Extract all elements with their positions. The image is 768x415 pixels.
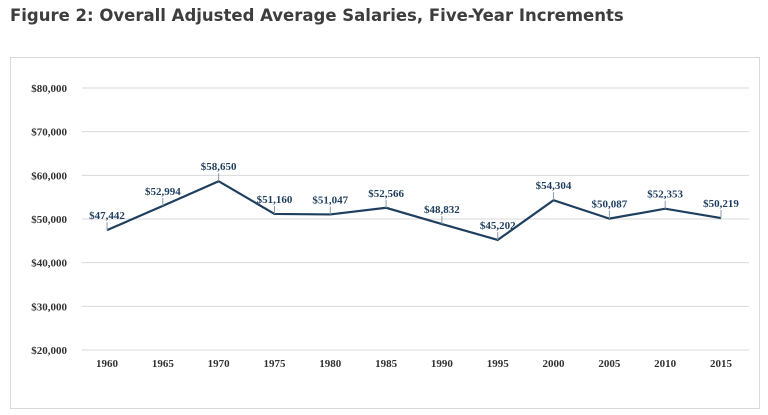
x-tick-label: 1990 [431, 358, 454, 370]
y-tick-label: $80,000 [31, 83, 67, 95]
line-chart: $80,000 $70,000 $60,000 $50,000 $40,000 $30,0… [31, 83, 749, 370]
y-tick-label: $50,000 [31, 214, 67, 226]
y-tick-label: $30,000 [31, 301, 67, 313]
data-label: $45,202 [480, 220, 516, 232]
data-label: $52,994 [145, 186, 181, 198]
data-label: $51,160 [257, 194, 293, 206]
x-tick-label: 2010 [654, 358, 677, 370]
x-tick-label: 1980 [319, 358, 342, 370]
x-tick-label: 1985 [375, 358, 398, 370]
y-tick-label: $70,000 [31, 127, 67, 139]
x-tick-label: 1970 [208, 358, 231, 370]
data-label: $48,832 [424, 204, 460, 216]
data-label: $54,304 [536, 180, 572, 192]
data-label: $58,650 [201, 161, 237, 173]
data-label: $52,353 [647, 189, 683, 201]
figure-title: Figure 2: Overall Adjusted Average Salar… [10, 6, 624, 25]
data-label: $50,087 [591, 199, 627, 211]
series-line [106, 179, 722, 242]
data-label: $52,566 [368, 188, 404, 200]
y-tick-label: $60,000 [31, 170, 67, 182]
data-label: $51,047 [312, 194, 348, 206]
x-tick-label: 1995 [487, 358, 510, 370]
x-tick-label: 1965 [152, 358, 175, 370]
x-tick-label: 1960 [96, 358, 119, 370]
x-tick-label: 2015 [710, 358, 733, 370]
y-tick-label: $20,000 [31, 345, 67, 357]
data-label: $47,442 [89, 210, 125, 222]
data-label: $50,219 [703, 198, 739, 210]
x-tick-label: 2000 [543, 358, 566, 370]
x-tick-label: 1975 [263, 358, 286, 370]
x-tick-label: 2005 [598, 358, 621, 370]
y-tick-label: $40,000 [31, 258, 67, 270]
chart-frame: $80,000 $70,000 $60,000 $50,000 $40,000 $30,0… [10, 57, 760, 409]
